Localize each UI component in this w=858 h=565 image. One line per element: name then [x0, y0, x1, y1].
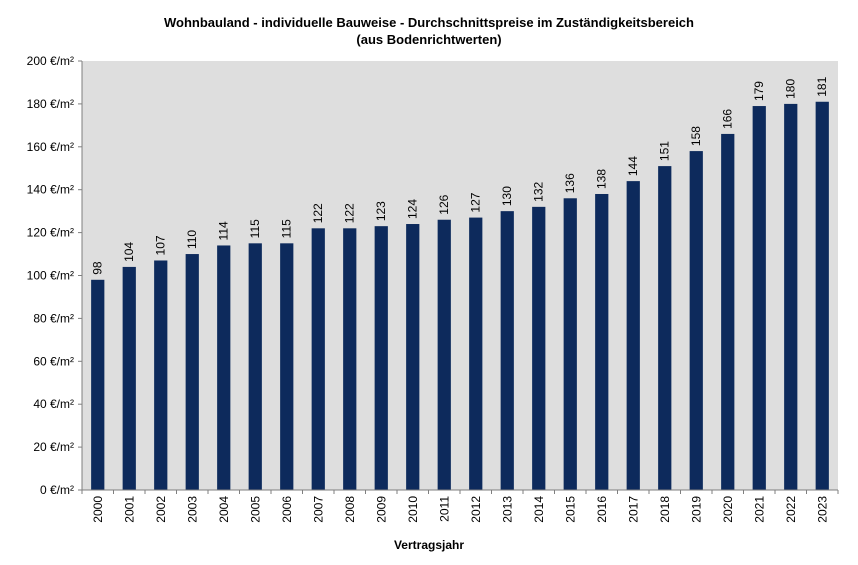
data-label: 179 — [752, 81, 766, 101]
y-tick-label: 100 €/m² — [27, 269, 74, 283]
bar — [563, 198, 577, 490]
x-tick-label: 2006 — [280, 496, 294, 523]
data-label: 136 — [563, 173, 577, 193]
data-label: 166 — [721, 109, 735, 129]
x-tick-label: 2001 — [122, 496, 136, 523]
data-label: 126 — [437, 194, 451, 214]
chart-subtitle-line: (aus Bodenrichtwerten) — [356, 32, 502, 47]
x-axis-title: Vertragsjahr — [393, 538, 465, 552]
bar — [343, 228, 357, 490]
chart-title-line: Wohnbauland - individuelle Bauweise - Du… — [164, 15, 694, 30]
x-tick-label: 2007 — [311, 496, 325, 523]
y-tick-label: 0 €/m² — [40, 483, 74, 497]
y-tick-label: 180 €/m² — [27, 97, 74, 111]
bar — [752, 106, 766, 491]
bar — [437, 219, 451, 491]
data-label: 107 — [154, 235, 168, 255]
data-label: 151 — [658, 141, 672, 161]
x-tick-label: 2010 — [406, 496, 420, 523]
x-tick-label: 2014 — [532, 496, 546, 523]
bar — [122, 266, 136, 490]
data-label: 127 — [469, 192, 483, 212]
bar — [469, 217, 483, 490]
x-tick-label: 2005 — [248, 496, 262, 523]
y-tick-label: 60 €/m² — [33, 354, 74, 368]
x-tick-label: 2018 — [658, 496, 672, 523]
bar — [626, 181, 640, 490]
x-tick-label: 2021 — [752, 496, 766, 523]
x-tick-label: 2017 — [626, 496, 640, 523]
bar — [689, 151, 703, 490]
bar — [217, 245, 231, 490]
bar — [532, 206, 546, 491]
data-label: 144 — [626, 156, 640, 176]
data-label: 138 — [595, 169, 609, 189]
bar — [248, 243, 262, 490]
x-tick-label: 2011 — [437, 496, 451, 522]
data-label: 181 — [815, 76, 829, 96]
y-tick-label: 140 €/m² — [27, 183, 74, 197]
data-label: 115 — [248, 219, 262, 238]
bar — [500, 211, 514, 490]
y-tick-label: 200 €/m² — [27, 54, 74, 68]
data-label: 123 — [374, 201, 388, 221]
data-label: 124 — [406, 199, 420, 219]
plot-area — [82, 61, 838, 490]
y-tick-label: 160 €/m² — [27, 140, 74, 154]
y-tick-label: 20 €/m² — [33, 440, 74, 454]
bar — [595, 193, 609, 491]
x-tick-label: 2023 — [815, 496, 829, 523]
bar — [185, 254, 199, 490]
y-tick-label: 80 €/m² — [33, 311, 74, 325]
x-tick-label: 2019 — [689, 496, 703, 523]
x-tick-label: 2003 — [185, 496, 199, 523]
bar — [406, 224, 420, 490]
data-label: 122 — [343, 203, 357, 223]
data-label: 114 — [217, 221, 231, 240]
x-tick-label: 2013 — [500, 496, 514, 523]
bar — [280, 243, 294, 490]
x-tick-label: 2000 — [91, 496, 105, 523]
data-label: 180 — [784, 79, 798, 99]
bar — [311, 228, 325, 490]
bar — [815, 101, 829, 490]
x-tick-label: 2015 — [563, 496, 577, 523]
bar — [658, 166, 672, 491]
bar — [374, 226, 388, 491]
bar — [784, 103, 798, 491]
x-tick-label: 2009 — [374, 496, 388, 523]
bar — [154, 260, 168, 490]
data-label: 110 — [185, 230, 199, 249]
x-tick-label: 2008 — [343, 496, 357, 523]
x-tick-label: 2016 — [595, 496, 609, 523]
chart-title: Wohnbauland - individuelle Bauweise - Du… — [0, 14, 858, 48]
bar — [91, 279, 105, 490]
y-tick-label: 120 €/m² — [27, 226, 74, 240]
data-label: 158 — [689, 126, 703, 146]
data-label: 98 — [91, 261, 105, 275]
data-label: 130 — [500, 186, 514, 206]
x-tick-label: 2020 — [721, 496, 735, 523]
data-label: 104 — [122, 242, 136, 262]
bar — [721, 133, 735, 490]
data-label: 115 — [280, 219, 294, 238]
x-tick-label: 2004 — [217, 496, 231, 523]
x-tick-label: 2012 — [469, 496, 483, 523]
y-tick-label: 40 €/m² — [33, 397, 74, 411]
data-label: 132 — [532, 182, 546, 202]
data-label: 122 — [311, 203, 325, 223]
x-tick-label: 2002 — [154, 496, 168, 523]
x-tick-label: 2022 — [784, 496, 798, 523]
